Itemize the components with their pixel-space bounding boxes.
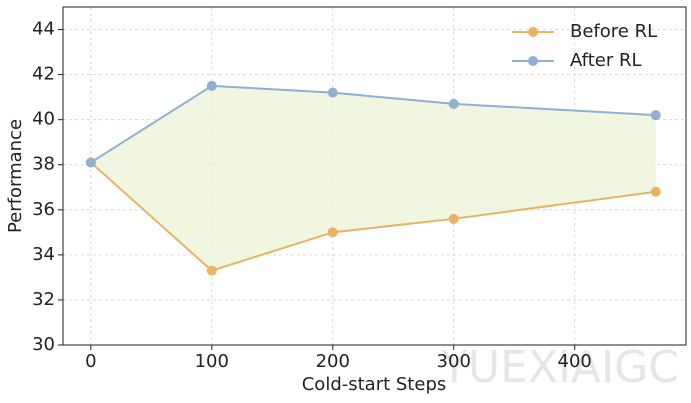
x-axis-label: Cold-start Steps	[302, 374, 447, 395]
x-tick-label: 300	[437, 351, 471, 372]
point	[650, 186, 661, 197]
y-tick-label: 36	[32, 199, 55, 220]
legend-label: Before RL	[570, 21, 657, 42]
y-tick-label: 32	[32, 289, 55, 310]
point	[448, 213, 459, 224]
point	[206, 265, 217, 276]
y-tick-label: 30	[32, 334, 55, 355]
legend-marker	[528, 56, 538, 66]
y-tick-label: 34	[32, 244, 55, 265]
legend-label: After RL	[570, 50, 641, 71]
watermark: YUEXIAIGC	[440, 342, 679, 393]
x-tick-label: 100	[195, 351, 229, 372]
y-axis-label: Performance	[5, 119, 26, 233]
y-tick-label: 38	[32, 154, 55, 175]
x-tick-label: 200	[316, 351, 350, 372]
point	[327, 227, 338, 238]
point	[650, 110, 661, 121]
legend-marker	[528, 27, 538, 37]
point	[85, 157, 96, 168]
x-tick-label: 400	[558, 351, 592, 372]
y-tick-label: 42	[32, 64, 55, 85]
y-tick-label: 44	[32, 19, 55, 40]
y-tick-label: 40	[32, 109, 55, 130]
point	[327, 87, 338, 98]
plot-frame	[62, 6, 687, 346]
point	[448, 98, 459, 109]
fill-between	[90, 85, 656, 271]
point	[206, 80, 217, 91]
x-tick-label: 0	[85, 351, 96, 372]
